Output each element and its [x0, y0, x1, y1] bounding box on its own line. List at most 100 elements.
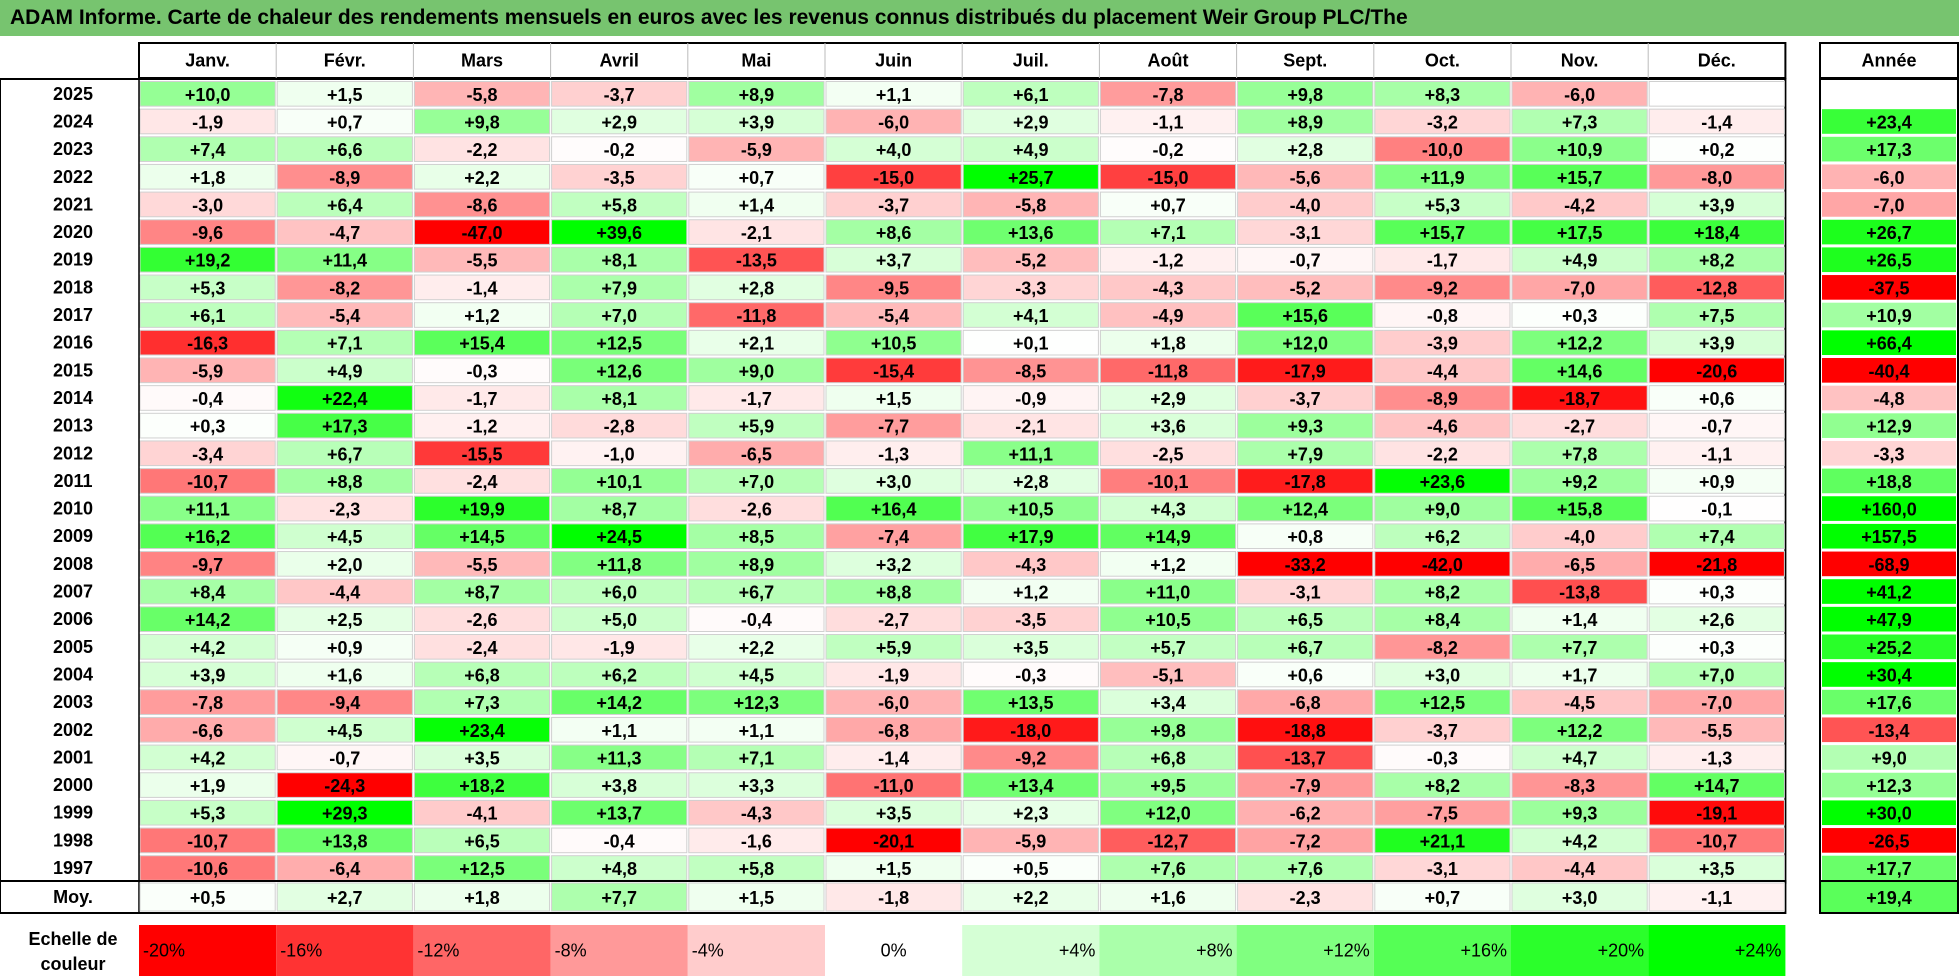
heatmap-cell: [962, 163, 1099, 190]
heatmap-cell: [1511, 329, 1648, 356]
cell-value: +6,4: [327, 195, 363, 215]
heatmap-cell: [1099, 412, 1237, 439]
cell-value: -47,0: [461, 223, 502, 243]
cell-value: +0,3: [1699, 583, 1735, 603]
row-label-2014: 2014: [53, 388, 93, 408]
cell-value: -1,1: [1152, 112, 1183, 132]
heatmap-cell: [276, 440, 413, 467]
cell-value: +4,9: [1013, 140, 1049, 160]
cell-value: -33,2: [1285, 555, 1326, 575]
cell-value: +10,5: [1008, 500, 1054, 520]
heatmap-cell: [1374, 163, 1511, 190]
heatmap-cell: [413, 772, 551, 798]
heatmap-cell: [962, 385, 1099, 411]
heatmap-cell: [962, 136, 1099, 162]
cell-value: +11,0: [1146, 583, 1191, 603]
cell-value: -2,8: [604, 417, 635, 437]
cell-value: +23,6: [1420, 472, 1466, 492]
scale-swatch: [139, 925, 277, 976]
heatmap-cell: [1374, 495, 1511, 522]
cell-value: -24,3: [324, 776, 365, 796]
heatmap-cell: [825, 302, 962, 328]
heatmap-cell: [139, 606, 276, 632]
year-value: -4,8: [1873, 389, 1904, 409]
average-cell: [1374, 882, 1511, 912]
cell-value: +1,1: [601, 721, 637, 741]
heatmap-cell: [1511, 799, 1648, 826]
heatmap-cell: [1237, 136, 1374, 162]
row-label-2016: 2016: [53, 333, 93, 353]
heatmap-cell: [1099, 329, 1237, 356]
heatmap-cell: [551, 606, 688, 632]
heatmap-cell: [276, 81, 413, 107]
cell-value: +5,7: [1150, 638, 1186, 658]
cell-value: +1,8: [1150, 334, 1186, 354]
cell-value: +6,6: [327, 140, 363, 160]
cell-value: -1,2: [466, 417, 497, 437]
heatmap-cell: [1099, 219, 1237, 245]
cell-value: +6,5: [1287, 610, 1323, 630]
cell-value: +9,0: [1425, 500, 1461, 520]
average-value: -2,3: [1290, 888, 1321, 908]
cell-value: +6,5: [464, 831, 500, 851]
cell-value: -10,7: [1696, 831, 1737, 851]
scale-swatch: [1511, 925, 1649, 976]
heatmap-cell: [413, 385, 551, 411]
heatmap-cell: [139, 191, 276, 218]
cell-value: +0,7: [1150, 195, 1186, 215]
cell-value: +8,4: [1425, 610, 1461, 630]
cell-value: +11,9: [1420, 168, 1465, 188]
row-label-2007: 2007: [53, 582, 93, 602]
row-label-2011: 2011: [53, 471, 92, 491]
heatmap-cell: [825, 772, 962, 798]
cell-value: +13,6: [1008, 223, 1054, 243]
heatmap-cell: [413, 578, 551, 605]
cell-value: -19,1: [1696, 804, 1737, 824]
cell-value: +12,2: [1557, 721, 1603, 741]
cell-value: -3,1: [1290, 223, 1321, 243]
cell-value: -20,1: [873, 831, 914, 851]
cell-value: +2,9: [601, 112, 637, 132]
cell-value: -1,0: [604, 444, 635, 464]
cell-value: -2,1: [1015, 417, 1046, 437]
heatmap-cell: [413, 716, 551, 743]
scale-label: +4%: [1059, 941, 1096, 961]
cell-value: -8,3: [1564, 776, 1595, 796]
cell-value: +4,2: [190, 638, 226, 658]
cell-value: +29,3: [322, 804, 368, 824]
heatmap-cell: [276, 827, 413, 854]
heatmap-cell: [413, 219, 551, 245]
heatmap-cell: [962, 744, 1099, 771]
heatmap-cell: [1374, 108, 1511, 135]
cell-value: +3,9: [1699, 195, 1735, 215]
heatmap-cell: [1648, 412, 1785, 439]
heatmap-cell: [1374, 219, 1511, 245]
year-value: +23,4: [1866, 112, 1912, 132]
cell-value: +39,6: [596, 223, 642, 243]
cell-value: +2,1: [739, 334, 775, 354]
heatmap-cell: [413, 689, 551, 715]
heatmap-cell: [1374, 357, 1511, 384]
heatmap-cell: [962, 329, 1099, 356]
heatmap-cell: [1099, 661, 1237, 688]
row-label-1999: 1999: [53, 803, 93, 823]
cell-value: +7,0: [1699, 665, 1735, 685]
cell-value: +8,1: [601, 251, 637, 271]
cell-value: +7,9: [1287, 444, 1323, 464]
cell-value: -7,4: [878, 527, 909, 547]
cell-value: +3,6: [1150, 417, 1186, 437]
heatmap-cell: [962, 357, 1099, 384]
cell-value: +3,9: [1699, 334, 1735, 354]
cell-value: +2,9: [1150, 389, 1186, 409]
heatmap-cell: [688, 219, 825, 245]
heatmap-cell: [825, 274, 962, 301]
average-cell: [688, 882, 825, 912]
average-cell: [1511, 882, 1648, 912]
year-value: -68,9: [1868, 555, 1909, 575]
cell-value: +8,9: [739, 85, 775, 105]
heatmap-cell: [413, 412, 551, 439]
row-label-2000: 2000: [53, 775, 93, 795]
average-value: +1,5: [739, 888, 775, 908]
heatmap-cell: [1099, 495, 1237, 522]
average-cell: [825, 882, 962, 912]
